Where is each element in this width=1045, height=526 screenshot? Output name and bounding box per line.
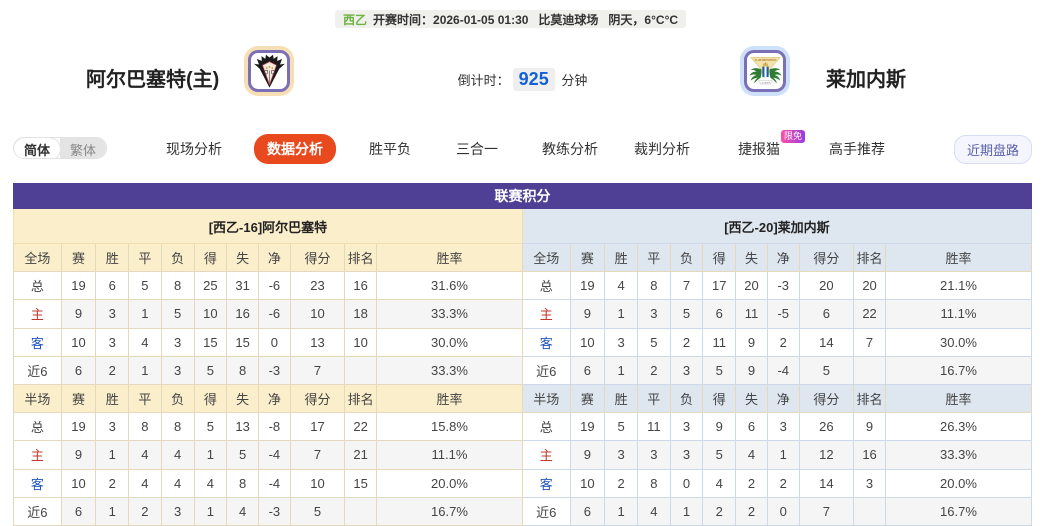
svg-text:CLUB DEPORTIVO: CLUB DEPORTIVO <box>754 59 776 62</box>
